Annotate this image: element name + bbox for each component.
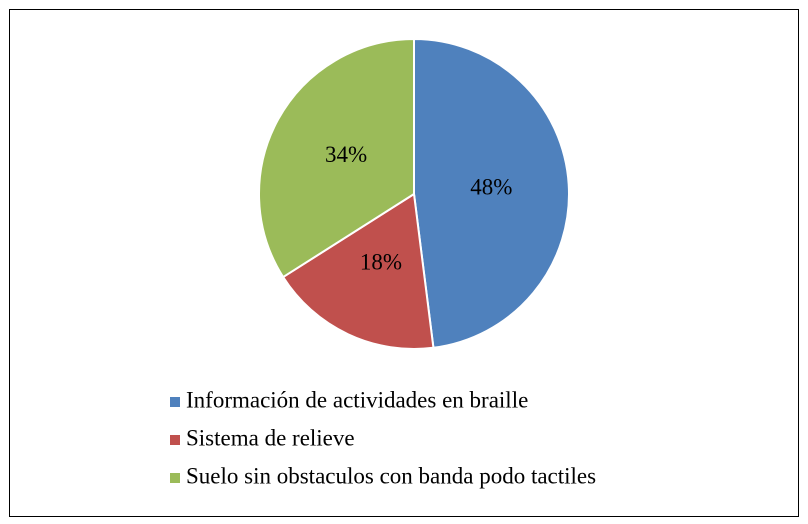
legend-label: Información de actividades en braille xyxy=(186,387,528,412)
slice-label: 34% xyxy=(325,142,367,167)
legend-swatch xyxy=(170,435,180,445)
pie-slice xyxy=(281,192,435,350)
pie-slice xyxy=(258,37,415,279)
legend-swatch xyxy=(170,473,180,483)
legend-label: Sistema de relieve xyxy=(186,425,355,450)
legend-label: Suelo sin obstaculos con banda podo tact… xyxy=(186,463,596,488)
pie-slice xyxy=(413,37,571,349)
legend-swatch xyxy=(170,397,180,407)
slice-label: 18% xyxy=(360,249,402,274)
slice-label: 48% xyxy=(470,174,512,199)
